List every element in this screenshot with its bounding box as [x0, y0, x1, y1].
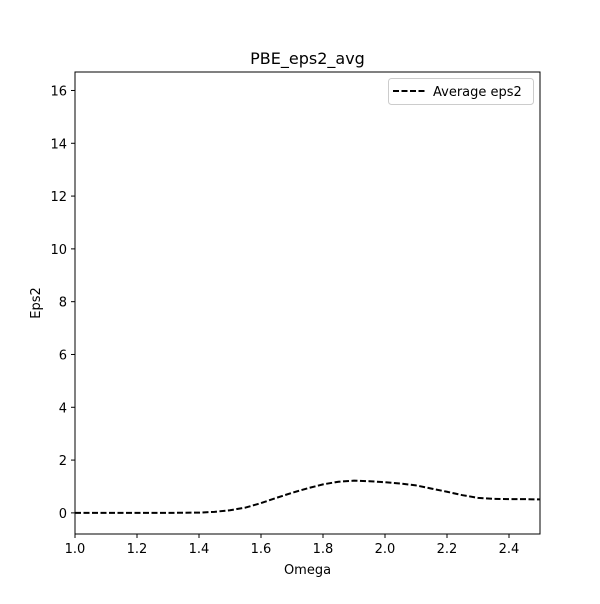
y-axis: 0 2 4 6 8 10 12 14 16	[50, 84, 75, 522]
legend-label: Average eps2	[433, 85, 522, 100]
y-tick-label: 4	[59, 401, 67, 416]
y-tick-label: 0	[59, 507, 67, 522]
x-tick-label: 1.4	[189, 542, 210, 557]
series-line-0	[75, 479, 541, 514]
y-axis-title: Eps2	[29, 287, 44, 319]
legend-box	[388, 78, 534, 105]
series-layer	[75, 479, 541, 514]
x-tick-label: 2.4	[499, 542, 520, 557]
y-tick-label: 8	[59, 296, 67, 311]
x-tick-label: 1.8	[313, 542, 334, 557]
legend: Average eps2	[388, 78, 534, 105]
plot-frame	[74, 71, 541, 535]
x-tick-label: 1.6	[251, 542, 272, 557]
y-tick-label: 14	[50, 137, 67, 152]
x-axis: 1.0 1.2 1.4 1.6 1.8 2.0 2.2 2.4	[65, 534, 520, 557]
chart-title: PBE_eps2_avg	[250, 49, 365, 69]
x-tick-label: 1.2	[127, 542, 148, 557]
x-tick-label: 1.0	[65, 542, 86, 557]
y-tick-label: 16	[50, 84, 67, 99]
x-axis-title: Omega	[284, 563, 331, 578]
y-tick-label: 2	[59, 454, 67, 469]
y-tick-label: 12	[50, 190, 67, 205]
y-tick-label: 10	[50, 243, 67, 258]
x-tick-label: 2.2	[437, 542, 458, 557]
x-tick-label: 2.0	[375, 542, 396, 557]
y-tick-label: 6	[59, 348, 67, 363]
